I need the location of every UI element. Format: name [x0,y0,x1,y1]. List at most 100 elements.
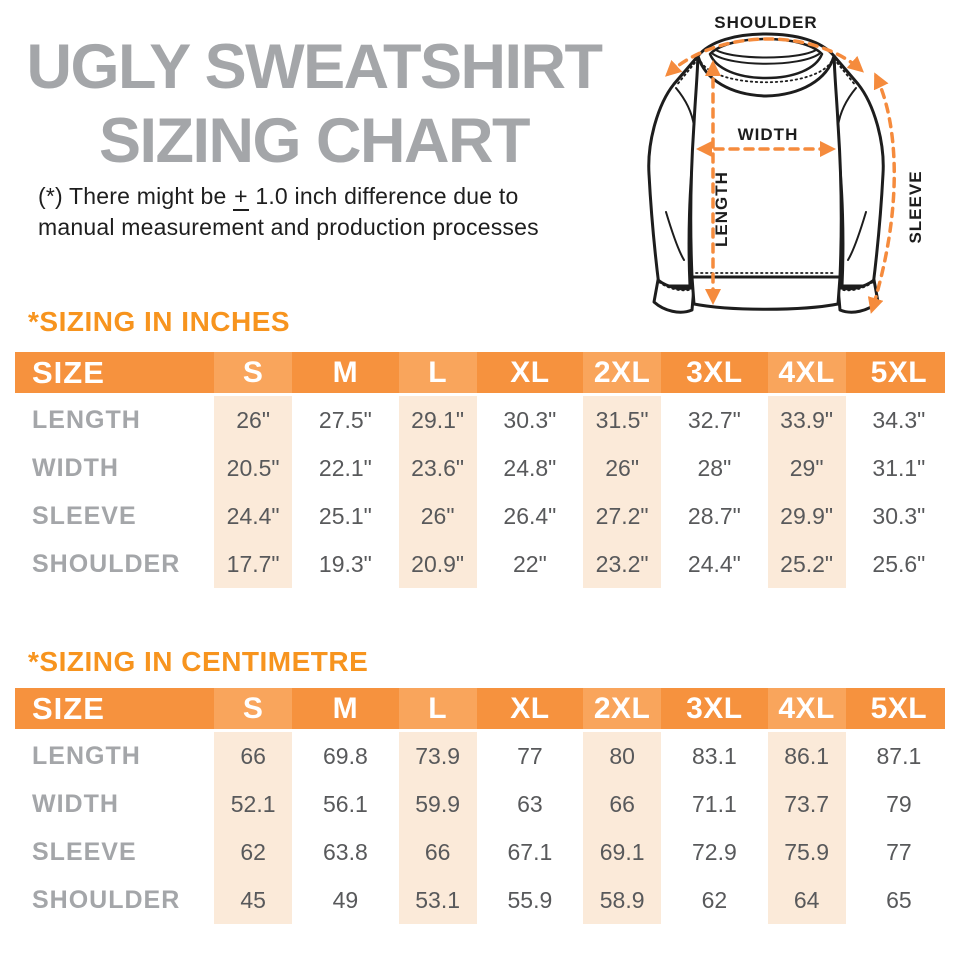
section-heading-centimetre: *SIZING IN CENTIMETRE [28,646,369,677]
row-label: LENGTH [32,741,141,770]
size-value-cell: 45 [207,876,299,924]
size-value-cell: 27.5" [318,406,372,433]
size-value-cell: 69.8 [322,742,368,769]
header-cell-m: M [299,352,392,396]
size-value-cell: 63.8 [322,838,368,865]
size-value-cell: 30.3" [503,406,557,433]
header-cell-3xl: 3XL [668,352,761,396]
measurement-arrows [665,37,896,314]
size-value-cell: 75.9 [761,828,853,876]
row-label: WIDTH [32,453,119,482]
size-value-cell: 31.1" [872,454,926,481]
size-value-cell: 83.1 [691,742,737,769]
size-value-cell: 52.1 [207,780,299,828]
header-cell-l: L [391,352,484,396]
size-value-cell: 24.4" [207,492,299,540]
size-value-cell: 59.9 [392,780,484,828]
header-cell-4xl: 4XL [760,352,853,396]
size-value-cell: 22" [513,550,547,577]
size-value-cell: 77 [886,838,912,865]
size-value-cell: 29.1" [392,396,484,444]
table-row-sleeve: SLEEVE 24.4" 25.1" 26" 26.4" 27.2" 28.7" 29.9" 3… [15,492,945,540]
header-cell-xl: XL [483,352,576,396]
size-value-cell: 24.8" [503,454,557,481]
size-value-cell: 69.1 [576,828,668,876]
size-value-cell: 77 [517,742,543,769]
size-value-cell: 65 [886,886,912,913]
size-value-cell: 32.7" [687,406,741,433]
size-value-cell: 66 [576,780,668,828]
table-row-length: LENGTH 66 69.8 73.9 77 80 83.1 86.1 87.1 [15,732,945,780]
sweatshirt-outline [647,32,885,314]
table-row-width: WIDTH 20.5" 22.1" 23.6" 24.8" 26" 28" 29" 31.1" [15,444,945,492]
size-value-cell: 33.9" [761,396,853,444]
size-value-cell: 23.2" [576,540,668,588]
header-cell-2xl: 2XL [576,688,669,732]
size-value-cell: 29.9" [761,492,853,540]
header-cell-s: S [207,688,300,732]
table-header-row: SIZE S M L XL 2XL 3XL 4XL 5XL [15,352,945,396]
page-title-line2: SIZING CHART [99,106,530,176]
sleeve-fold-lines [665,211,867,261]
row-label: WIDTH [32,789,119,818]
table-row-shoulder: SHOULDER 17.7" 19.3" 20.9" 22" 23.2" 24.4" 25.2… [15,540,945,588]
sizing-table-inches: SIZE S M L XL 2XL 3XL 4XL 5XL LENGTH 26" 27.5" 29.1"… [15,352,945,588]
header-cell-size: SIZE [15,688,207,732]
size-value-cell: 80 [576,732,668,780]
header-cell-5xl: 5XL [852,688,945,732]
sweatshirt-diagram: SHOULDER WIDTH LENGTH SLEEVE [647,13,925,314]
size-value-cell: 66 [392,828,484,876]
size-value-cell: 24.4" [687,550,741,577]
size-value-cell: 23.6" [392,444,484,492]
header-cell-m: M [299,688,392,732]
disclaimer-prefix: (*) There might be [38,183,234,209]
size-value-cell: 55.9 [507,886,553,913]
size-value-cell: 72.9 [691,838,737,865]
size-value-cell: 25.1" [318,502,372,529]
header-cell-xl: XL [483,688,576,732]
size-value-cell: 86.1 [761,732,853,780]
table-row-length: LENGTH 26" 27.5" 29.1" 30.3" 31.5" 32.7" 33.9" 3… [15,396,945,444]
size-value-cell: 25.2" [761,540,853,588]
row-label: SLEEVE [32,837,137,866]
size-value-cell: 64 [761,876,853,924]
row-label: SHOULDER [32,885,181,914]
size-value-cell: 63 [517,790,543,817]
page-title-line1: UGLY SWEATSHIRT [26,32,603,102]
shoulder-label: SHOULDER [714,13,817,32]
header-cell-4xl: 4XL [760,688,853,732]
size-value-cell: 34.3" [872,406,926,433]
shoulder-arrow [665,37,865,77]
size-value-cell: 56.1 [322,790,368,817]
table-row-width: WIDTH 52.1 56.1 59.9 63 66 71.1 73.7 79 [15,780,945,828]
table-header-row: SIZE S M L XL 2XL 3XL 4XL 5XL [15,688,945,732]
sizing-table-centimetre: SIZE S M L XL 2XL 3XL 4XL 5XL LENGTH 66 69.8 73.9 77 8… [15,688,945,924]
size-value-cell: 58.9 [576,876,668,924]
section-heading-inches: *SIZING IN INCHES [28,306,291,337]
disclaimer-note: (*) There might be + 1.0 inch difference… [38,181,638,243]
header-cell-s: S [207,352,300,396]
size-value-cell: 87.1 [876,742,922,769]
page-title: UGLY SWEATSHIRT SIZING CHART [0,30,628,178]
size-value-cell: 53.1 [392,876,484,924]
header-cell-size: SIZE [15,352,207,396]
row-label: SHOULDER [32,549,181,578]
left-cuff [652,278,696,314]
size-value-cell: 29" [761,444,853,492]
length-label: LENGTH [712,171,731,247]
disclaimer-line1: (*) There might be + 1.0 inch difference… [38,181,638,212]
header-cell-5xl: 5XL [852,352,945,396]
size-value-cell: 62 [207,828,299,876]
size-value-cell: 66 [207,732,299,780]
size-value-cell: 17.7" [207,540,299,588]
size-value-cell: 62 [701,886,728,913]
row-label: SLEEVE [32,501,137,530]
hem-band [690,275,842,311]
header-cell-3xl: 3XL [668,688,761,732]
size-value-cell: 26" [392,492,484,540]
size-value-cell: 26" [207,396,299,444]
size-value-cell: 67.1 [507,838,553,865]
size-value-cell: 71.1 [691,790,737,817]
header-cell-2xl: 2XL [576,352,669,396]
